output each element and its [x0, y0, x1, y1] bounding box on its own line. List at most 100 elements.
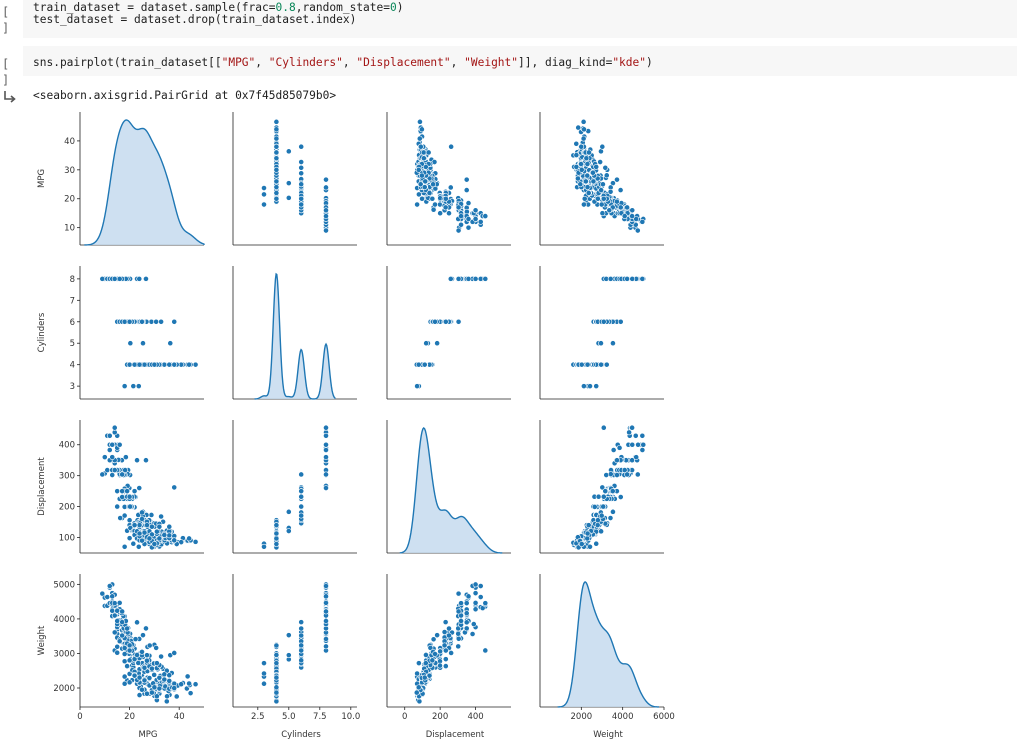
scatter-point — [124, 488, 131, 495]
scatter-point — [417, 118, 423, 125]
scatter-point — [116, 441, 123, 448]
y-tick-label: 300 — [59, 472, 75, 482]
scatter-point — [261, 660, 267, 667]
x-tick-label: 7.5 — [313, 712, 327, 722]
scatter-point — [126, 679, 133, 686]
scatter-point — [323, 441, 329, 448]
scatter-point — [143, 275, 149, 282]
scatter-point — [136, 692, 143, 698]
scatter-point — [578, 143, 585, 150]
x-tick-label: 0 — [77, 712, 82, 722]
scatter-point — [134, 652, 140, 658]
scatter-point — [446, 625, 452, 632]
scatter-point — [116, 599, 123, 606]
scatter-point — [153, 318, 160, 325]
scatter-point — [575, 175, 581, 182]
x-tick-label: 2000 — [571, 712, 593, 722]
scatter-point — [434, 340, 441, 347]
scatter-point — [610, 447, 617, 453]
scatter-point — [273, 126, 280, 133]
scatter-point — [323, 643, 329, 650]
scatter-point — [578, 161, 584, 167]
scatter-point — [472, 207, 479, 214]
scatter-point — [323, 454, 329, 461]
scatter-point — [633, 216, 640, 222]
scatter-point — [114, 503, 121, 510]
scatter-point — [273, 684, 280, 691]
scatter-point — [415, 660, 422, 667]
x-tick-label: 10.0 — [341, 712, 360, 722]
scatter-point — [273, 155, 280, 162]
scatter-point — [629, 213, 636, 219]
scatter-point — [171, 650, 178, 656]
scatter-point — [158, 653, 164, 660]
scatter-point — [161, 671, 168, 678]
scatter-point — [261, 191, 267, 198]
scatter-point — [141, 529, 148, 536]
scatter-point — [425, 149, 432, 156]
y-tick-label: 40 — [64, 137, 75, 147]
scatter-point — [455, 590, 462, 597]
scatter-point — [629, 424, 636, 431]
scatter-point — [323, 485, 329, 491]
scatter-point — [99, 471, 106, 478]
scatter-point — [573, 164, 580, 170]
scatter-point — [607, 188, 614, 195]
scatter-point — [607, 275, 614, 282]
scatter-point — [442, 318, 449, 325]
scatter-point — [153, 660, 160, 667]
scatter-point — [298, 642, 305, 649]
scatter-point — [465, 200, 472, 206]
scatter-point — [171, 361, 178, 368]
scatter-point — [166, 361, 173, 368]
code-editor[interactable]: train_dataset = dataset.sample(frac=0.8,… — [23, 0, 1017, 38]
scatter-point — [141, 361, 148, 368]
scatter-point — [446, 632, 452, 639]
scatter-point — [99, 275, 106, 282]
scatter-point — [472, 216, 479, 222]
code-token: ,random_state= — [295, 1, 390, 14]
x-tick-label: 4000 — [612, 712, 634, 722]
scatter-point — [122, 454, 129, 461]
scatter-point — [633, 454, 640, 461]
scatter-point — [416, 698, 423, 705]
scatter-point — [463, 610, 470, 617]
scatter-point — [124, 625, 131, 632]
scatter-point — [171, 318, 178, 325]
scatter-point — [432, 201, 438, 208]
kde-line-cylinders — [254, 272, 336, 400]
scatter-point — [477, 583, 484, 589]
scatter-point — [472, 590, 479, 597]
scatter-point — [581, 201, 587, 208]
scatter-point — [151, 684, 158, 691]
scatter-point — [598, 361, 605, 368]
scatter-point — [298, 647, 305, 654]
scatter-point — [417, 181, 424, 188]
scatter-point — [465, 224, 472, 231]
scatter-point — [114, 649, 121, 656]
scatter-point — [144, 522, 150, 529]
scatter-point — [298, 503, 305, 510]
scatter-point — [104, 467, 111, 474]
x-tick-label: 400 — [467, 712, 483, 722]
scatter-point — [130, 383, 137, 390]
run-cell-button[interactable]: [ ] — [2, 57, 10, 87]
scatter-point — [477, 218, 484, 225]
run-cell-button[interactable]: [ ] — [2, 5, 10, 35]
scatter-point — [578, 166, 585, 173]
scatter-point — [298, 488, 305, 495]
y-tick-label: 5 — [70, 339, 75, 349]
scatter-point — [171, 685, 178, 692]
scatter-point — [126, 657, 133, 664]
scatter-point — [617, 318, 624, 325]
scatter-point — [617, 494, 624, 500]
scatter-point — [442, 204, 449, 211]
scatter-point — [610, 508, 616, 515]
code-editor[interactable]: sns.pairplot(train_dataset[["MPG", "Cyli… — [23, 46, 1017, 76]
scatter-point — [135, 543, 142, 550]
scatter-point — [591, 504, 598, 510]
scatter-point — [298, 201, 305, 208]
output-redirect-icon[interactable] — [3, 89, 17, 108]
scatter-point — [134, 457, 140, 464]
scatter-point — [298, 657, 305, 664]
